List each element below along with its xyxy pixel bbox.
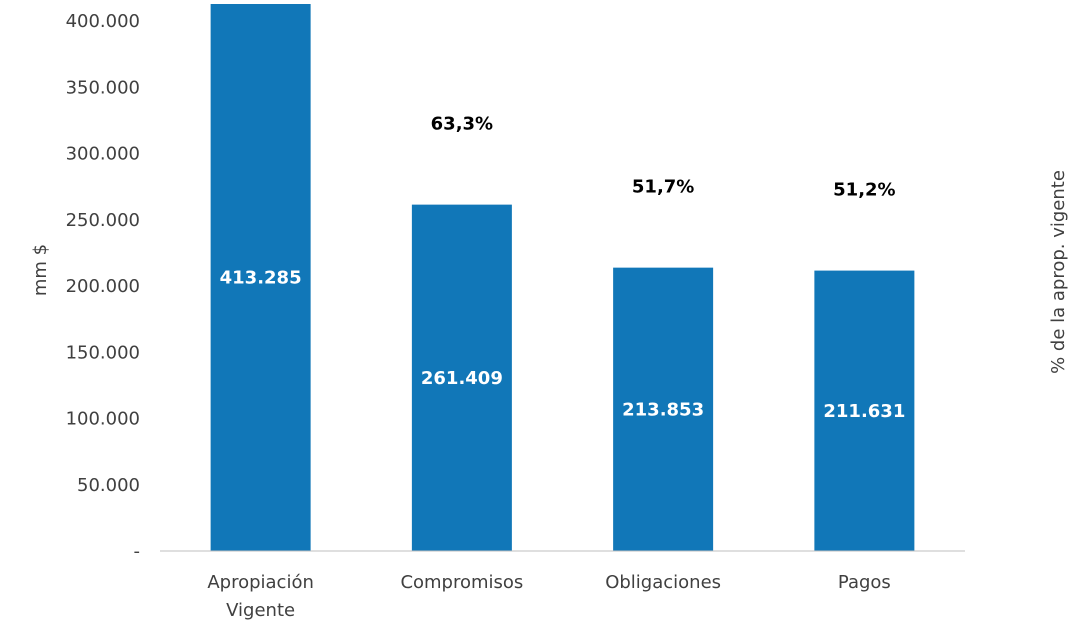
y-tick-label: 250.000 (66, 210, 140, 231)
y-tick-label: 50.000 (77, 475, 140, 496)
y-tick-label: 400.000 (66, 11, 140, 32)
percent-label: 63,3% (431, 114, 493, 135)
y-tick-label: - (134, 541, 141, 562)
bar-value-label: 413.285 (220, 268, 302, 289)
y-tick-label: 300.000 (66, 144, 140, 165)
category-label: Compromisos (400, 572, 523, 593)
bar (814, 270, 915, 551)
percent-labels: 63,3% 51,7% 51,2% (431, 114, 896, 201)
bar (613, 267, 714, 551)
bar (411, 204, 512, 552)
y-tick-label: 150.000 (66, 342, 140, 363)
bars (210, 4, 915, 552)
category-label: Pagos (838, 572, 891, 593)
bar (210, 4, 311, 551)
bar-value-label: 213.853 (622, 399, 704, 420)
category-label: Obligaciones (605, 572, 721, 593)
y-tick-label: 200.000 (66, 276, 140, 297)
percent-label: 51,2% (833, 180, 895, 201)
category-label: Apropiación (207, 572, 314, 593)
secondary-y-axis-title: % de la aprop. vigente (1048, 170, 1069, 374)
value-labels: 413.285 261.409 213.853 211.631 (220, 268, 906, 422)
category-labels: Apropiación Vigente Compromisos Obligacione… (207, 572, 890, 621)
y-tick-label: 100.000 (66, 409, 140, 430)
y-tick-label: 350.000 (66, 77, 140, 98)
bar-value-label: 211.631 (823, 401, 905, 422)
y-axis-title: mm $ (30, 244, 51, 296)
bar-value-label: 261.409 (421, 368, 503, 389)
percent-label: 51,7% (632, 177, 694, 198)
category-label: Vigente (226, 600, 295, 621)
y-axis-ticks: - 50.000 100.000 150.000 200.000 250.000 300.0… (66, 11, 140, 562)
